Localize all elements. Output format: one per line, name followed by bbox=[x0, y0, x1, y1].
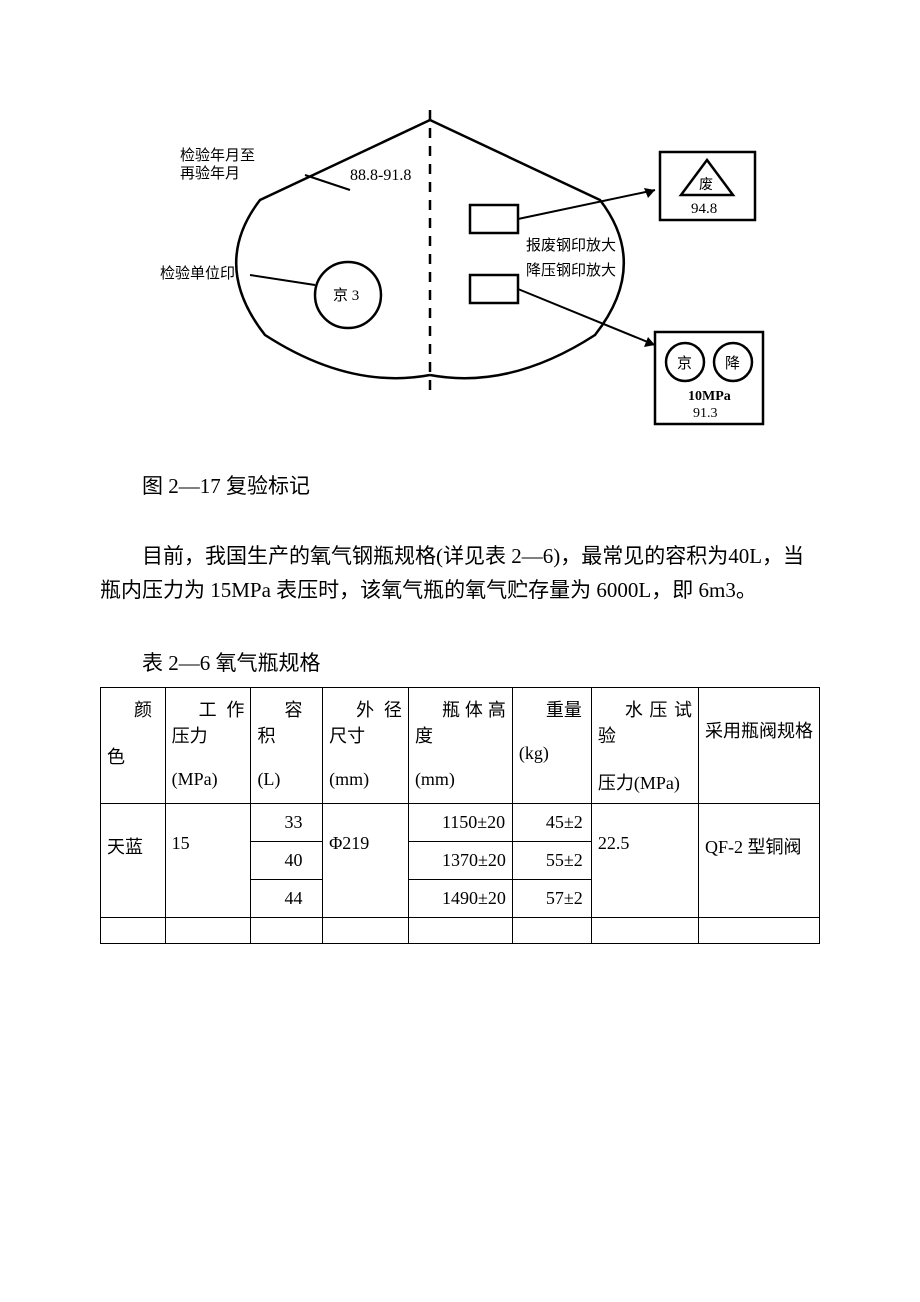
cell-height-2: 1490±20 bbox=[442, 888, 506, 908]
reduce-left-text: 京 bbox=[677, 355, 692, 372]
hdr-volume-unit: (L) bbox=[257, 769, 280, 789]
cell-weight-1: 55±2 bbox=[546, 850, 583, 870]
hdr-volume: 容积 bbox=[257, 700, 302, 746]
cell-vol-1: 40 bbox=[284, 850, 302, 870]
reduce-stamp-label: 降压钢印放大 bbox=[526, 262, 616, 279]
diagram-caption: 图 2—17 复验标记 bbox=[100, 470, 820, 500]
inspect-year-label-2: 再验年月 bbox=[180, 165, 240, 182]
table-header-row: 颜 色 工作压力 (MPa) 容积 (L) 外径尺寸 (mm) 瓶体高度 (mm… bbox=[101, 688, 820, 804]
cell-pressure: 15 bbox=[172, 833, 190, 853]
hdr-weight: 重量 bbox=[546, 700, 582, 720]
scrap-box-value: 94.8 bbox=[691, 201, 717, 217]
inspect-unit-label: 检验单位印 bbox=[160, 265, 235, 282]
cell-height-1: 1370±20 bbox=[442, 850, 506, 870]
hdr-diameter: 外径尺寸 bbox=[329, 700, 402, 746]
cell-vol-2: 44 bbox=[284, 888, 302, 908]
diagram-svg: 检验年月至 再验年月 88.8-91.8 检验单位印 京 3 报废钢印放大 降压… bbox=[150, 100, 770, 440]
hdr-test-unit: 压力(MPa) bbox=[598, 773, 680, 793]
hdr-color: 颜 bbox=[134, 700, 152, 720]
hdr-height: 瓶体高度 bbox=[415, 700, 506, 746]
hdr-weight-unit: (kg) bbox=[519, 743, 549, 763]
cell-height-0: 1150±20 bbox=[442, 812, 505, 832]
inspection-diagram: 检验年月至 再验年月 88.8-91.8 检验单位印 京 3 报废钢印放大 降压… bbox=[100, 100, 820, 440]
table-empty-row bbox=[101, 918, 820, 944]
cell-weight-0: 45±2 bbox=[546, 812, 583, 832]
table-row: 天蓝 15 33 Φ219 1150±20 45±2 22.5 QF-2 型铜阀 bbox=[101, 804, 820, 842]
unit-stamp-text: 京 3 bbox=[333, 287, 359, 304]
cell-test-pressure: 22.5 bbox=[598, 833, 630, 853]
reduce-right-text: 降 bbox=[725, 355, 740, 372]
cell-weight-2: 57±2 bbox=[546, 888, 583, 908]
reduce-box-line2: 91.3 bbox=[693, 406, 718, 421]
scrap-stamp-label: 报废钢印放大 bbox=[526, 237, 616, 254]
hdr-color-unit: 色 bbox=[107, 747, 125, 767]
hdr-pressure-unit: (MPa) bbox=[172, 769, 218, 789]
scrap-triangle-text: 废 bbox=[699, 177, 713, 193]
cell-diameter: Φ219 bbox=[329, 833, 369, 853]
cell-color: 天蓝 bbox=[107, 837, 143, 857]
spec-table: 颜 色 工作压力 (MPa) 容积 (L) 外径尺寸 (mm) 瓶体高度 (mm… bbox=[100, 687, 820, 944]
inspect-year-value: 88.8-91.8 bbox=[350, 167, 411, 184]
hdr-diameter-unit: (mm) bbox=[329, 769, 369, 789]
body-paragraph: 目前，我国生产的氧气钢瓶规格(详见表 2—6)，最常见的容积为40L，当瓶内压力… bbox=[100, 540, 820, 607]
hdr-test: 水压试验 bbox=[598, 700, 692, 746]
table-title: 表 2—6 氧气瓶规格 bbox=[100, 647, 820, 677]
hdr-pressure: 工作压力 bbox=[172, 700, 245, 746]
inspect-year-label-1: 检验年月至 bbox=[180, 147, 255, 164]
hdr-height-unit: (mm) bbox=[415, 769, 455, 789]
cell-valve: QF-2 型铜阀 bbox=[705, 837, 802, 857]
cell-vol-0: 33 bbox=[284, 812, 302, 832]
hdr-valve: 采用瓶阀规格 bbox=[705, 721, 813, 741]
reduce-box-line1: 10MPa bbox=[688, 389, 731, 404]
